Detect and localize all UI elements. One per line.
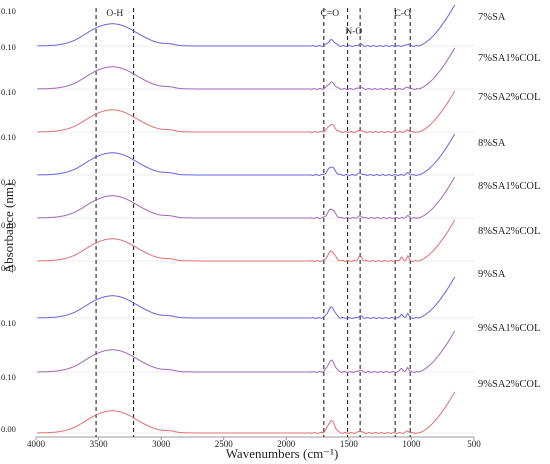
series-line [37,219,456,263]
y-tick-label: 0.00 [1,424,16,434]
y-tick-label: 0.10 [1,220,16,230]
series-line [37,330,456,374]
series-line [37,47,456,91]
band-marker-label: N-O [345,27,362,37]
series-label: 8%SA2%COL [478,226,540,237]
y-tick-label: 0.10 [1,132,16,142]
legend: 7%SA 7%SA1%COL 7%SA2%COL 8%SA 8%SA1%COL 8%SA2… [478,12,540,390]
x-tick-label: 500 [467,439,481,449]
band-marker-label: C=O [321,9,340,19]
plot-area [36,45,474,438]
band-markers: O-H C=O N-O C-O [95,8,411,437]
x-tick-label: 1500 [340,439,359,449]
y-tick-label: 0.10 [1,263,16,273]
x-axis: 4000 3500 3000 2500 2000 1500 1000 500 [27,437,481,449]
y-tick-label: 0.10 [1,6,16,16]
y-tick-label: 0.10 [1,372,16,382]
y-axis-label: Absorbance (nm) [1,183,16,274]
series-label: 9%SA2%COL [478,379,540,390]
x-tick-label: 2500 [215,439,234,449]
x-tick-label: 4000 [27,439,46,449]
series-label: 7%SA2%COL [478,92,540,103]
band-marker-label: O-H [106,9,123,19]
series-line [37,276,456,320]
series-line [37,176,456,220]
series-label: 8%SA [478,138,506,149]
series-line [37,391,456,435]
x-tick-label: 3500 [90,439,109,449]
x-tick-label: 2000 [277,439,296,449]
series-label: 9%SA1%COL [478,323,540,334]
curves [37,4,456,435]
y-tick-label: 0.10 [1,42,16,52]
y-tick-label: 0.10 [1,87,16,97]
series-label: 7%SA [478,12,506,23]
series-label: 9%SA [478,269,506,280]
y-tick-labels: 0.10 0.10 0.10 0.10 0.10 0.10 0.10 0.10 0.10 0.00 [1,6,16,434]
series-line [37,4,456,48]
x-tick-label: 3000 [152,439,171,449]
series-line [37,90,456,134]
y-tick-label: 0.10 [1,177,16,187]
x-axis-label: Wavenumbers (cm⁻¹) [226,446,339,461]
series-line [37,133,456,177]
series-label: 8%SA1%COL [478,181,540,192]
band-marker-label: C-O [394,9,411,19]
y-tick-label: 0.10 [1,318,16,328]
series-label: 7%SA1%COL [478,53,540,64]
x-tick-label: 1000 [402,439,421,449]
